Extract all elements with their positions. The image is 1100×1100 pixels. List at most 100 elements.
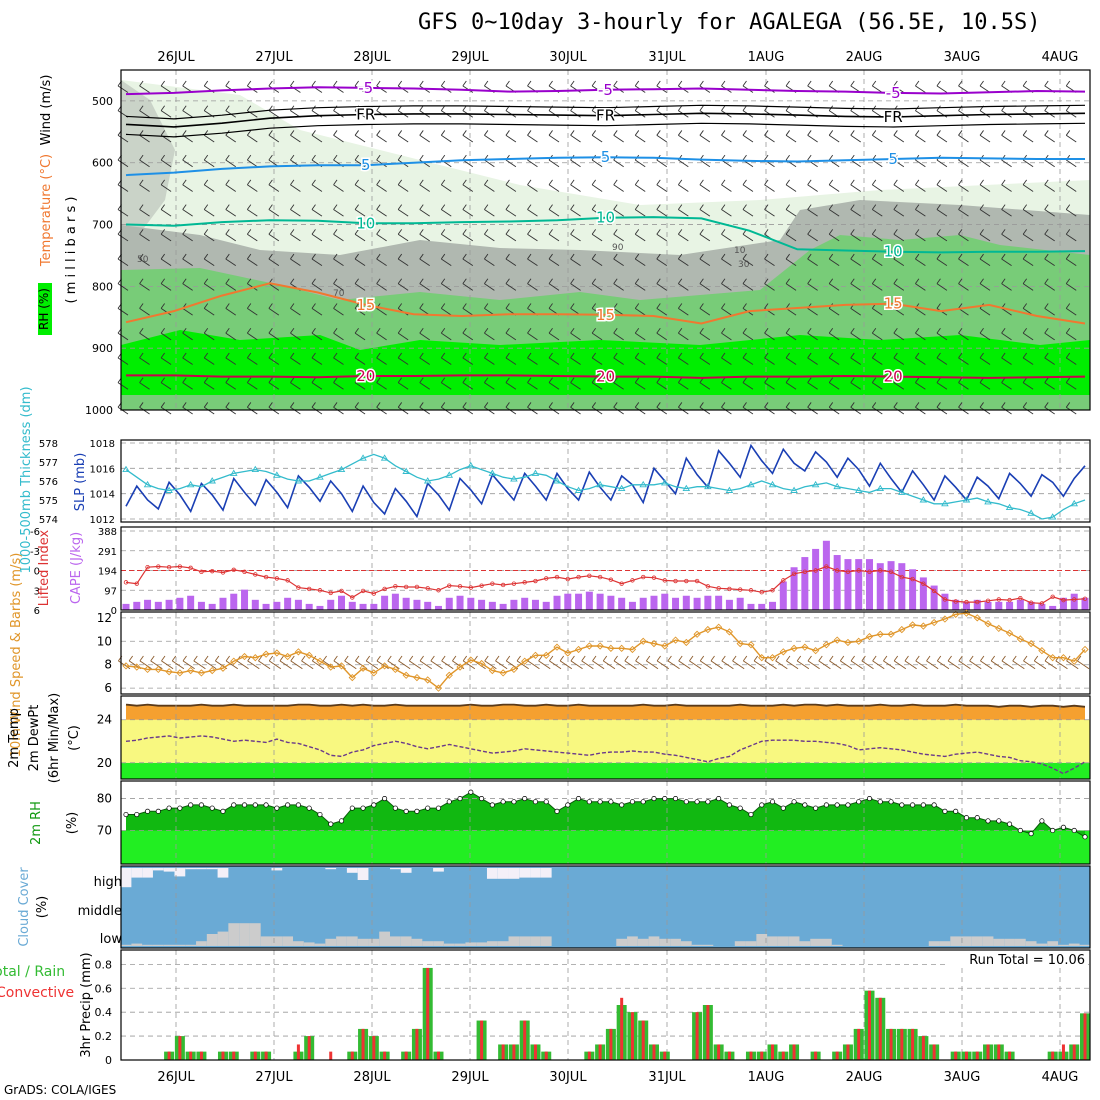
barb-shaft <box>721 134 732 143</box>
profile-wind-barb <box>677 179 689 192</box>
barb-shaft <box>247 332 258 341</box>
day-label-top: 30JUL <box>549 50 587 65</box>
barb-shaft <box>958 332 969 341</box>
wind-speed-point <box>122 662 130 670</box>
cloud-bar-high <box>400 868 412 873</box>
barb-flag <box>440 154 446 161</box>
profile-wind-barb <box>462 278 474 291</box>
barb-shaft <box>764 209 775 217</box>
barb-flag <box>958 327 963 334</box>
barb-shaft <box>333 134 344 143</box>
rh2m-point <box>328 821 334 827</box>
barb-shaft <box>958 283 969 291</box>
cloud-bar-low <box>217 931 229 946</box>
day-label-top: 2AUG <box>846 50 883 65</box>
rh2m-point <box>371 802 377 808</box>
barb-flag <box>225 278 230 284</box>
barb-flag <box>279 655 284 662</box>
profile-wind-barb <box>742 402 754 415</box>
barb-shaft <box>635 134 646 143</box>
rh2m-point <box>532 799 539 805</box>
cloud-bar-low <box>411 938 423 946</box>
profile-wind-barb <box>677 204 689 217</box>
profile-wind-barb <box>419 204 430 217</box>
barb-flag <box>440 105 446 111</box>
cloud-bar-low <box>756 934 768 946</box>
profile-wind-barb <box>936 179 948 192</box>
wind10m-barb <box>818 655 831 670</box>
barb-flag <box>354 253 359 260</box>
profile-wind-barb <box>828 130 840 143</box>
barb-flag <box>764 204 769 210</box>
barb-flag <box>268 377 273 383</box>
barb-flag <box>1022 130 1028 136</box>
barb-shaft <box>721 258 732 267</box>
cape-bar <box>251 599 259 610</box>
precip-conv-label: Convective <box>0 985 74 1001</box>
barb-flag <box>268 402 273 408</box>
cloud-bar-high <box>519 868 531 878</box>
profile-wind-barb <box>656 352 668 365</box>
profile-wind-barb <box>915 402 926 415</box>
profile-wind-barb <box>311 253 323 267</box>
profile-wind-barb <box>397 278 409 291</box>
wind-tick-label: 8 <box>104 658 112 672</box>
precip-conv-bar <box>415 1028 419 1060</box>
barb-flag <box>871 179 877 186</box>
profile-wind-barb <box>850 179 861 192</box>
profile-wind-barb <box>721 303 732 316</box>
precip-conv-bar <box>814 1051 818 1060</box>
wind10m-barb <box>969 655 982 670</box>
profile-wind-barb <box>290 303 301 316</box>
wind-speed-point <box>607 644 615 652</box>
profile-wind-barb <box>376 402 387 415</box>
barb-flag <box>290 303 295 309</box>
barb-shaft <box>710 660 723 670</box>
profile-panel-frame <box>120 69 1091 411</box>
cloud-bar-low <box>486 941 498 946</box>
li-point <box>1072 597 1077 602</box>
profile-wind-barb <box>958 327 969 341</box>
profile-wind-barb <box>505 229 517 242</box>
barb-shaft <box>678 382 689 390</box>
barb-shaft <box>764 357 775 365</box>
cloud-bar-low <box>1058 944 1069 946</box>
barb-shaft <box>441 357 452 365</box>
barb-flag <box>753 655 758 662</box>
thickness-point <box>768 480 777 488</box>
barb-flag <box>850 278 855 284</box>
profile-wind-barb <box>699 130 711 143</box>
barb-flag <box>333 130 338 136</box>
barb-shaft <box>635 660 648 670</box>
profile-wind-barb <box>828 204 840 217</box>
barb-flag <box>785 327 790 334</box>
profile-wind-barb <box>979 278 991 291</box>
wind10m-barb <box>462 655 476 670</box>
cape-bar <box>434 605 442 610</box>
barb-flag <box>721 105 726 111</box>
barb-shaft <box>635 110 646 118</box>
profile-wind-barb <box>333 130 344 143</box>
wind-speed-point <box>898 625 906 634</box>
cape-tick-label: 0 <box>111 606 117 617</box>
profile-wind-barb <box>354 229 366 242</box>
profile-wind-barb <box>527 179 538 192</box>
barb-flag <box>322 655 327 662</box>
profile-wind-barb <box>484 278 495 291</box>
barb-flag <box>785 154 790 161</box>
profile-wind-barb <box>354 253 366 267</box>
profile-wind-barb <box>893 179 905 192</box>
barb-flag <box>527 253 532 260</box>
li-point <box>608 577 614 582</box>
barb-flag <box>408 655 414 662</box>
barb-flag <box>225 204 230 210</box>
barb-flag <box>290 402 295 408</box>
barb-flag <box>656 655 661 662</box>
barb-flag <box>290 204 295 210</box>
rh2m-point <box>392 805 398 811</box>
barb-shaft <box>311 184 323 192</box>
barb-flag <box>548 352 553 359</box>
li-point <box>554 574 560 580</box>
barb-shaft <box>409 660 422 670</box>
barb-flag <box>742 327 747 334</box>
